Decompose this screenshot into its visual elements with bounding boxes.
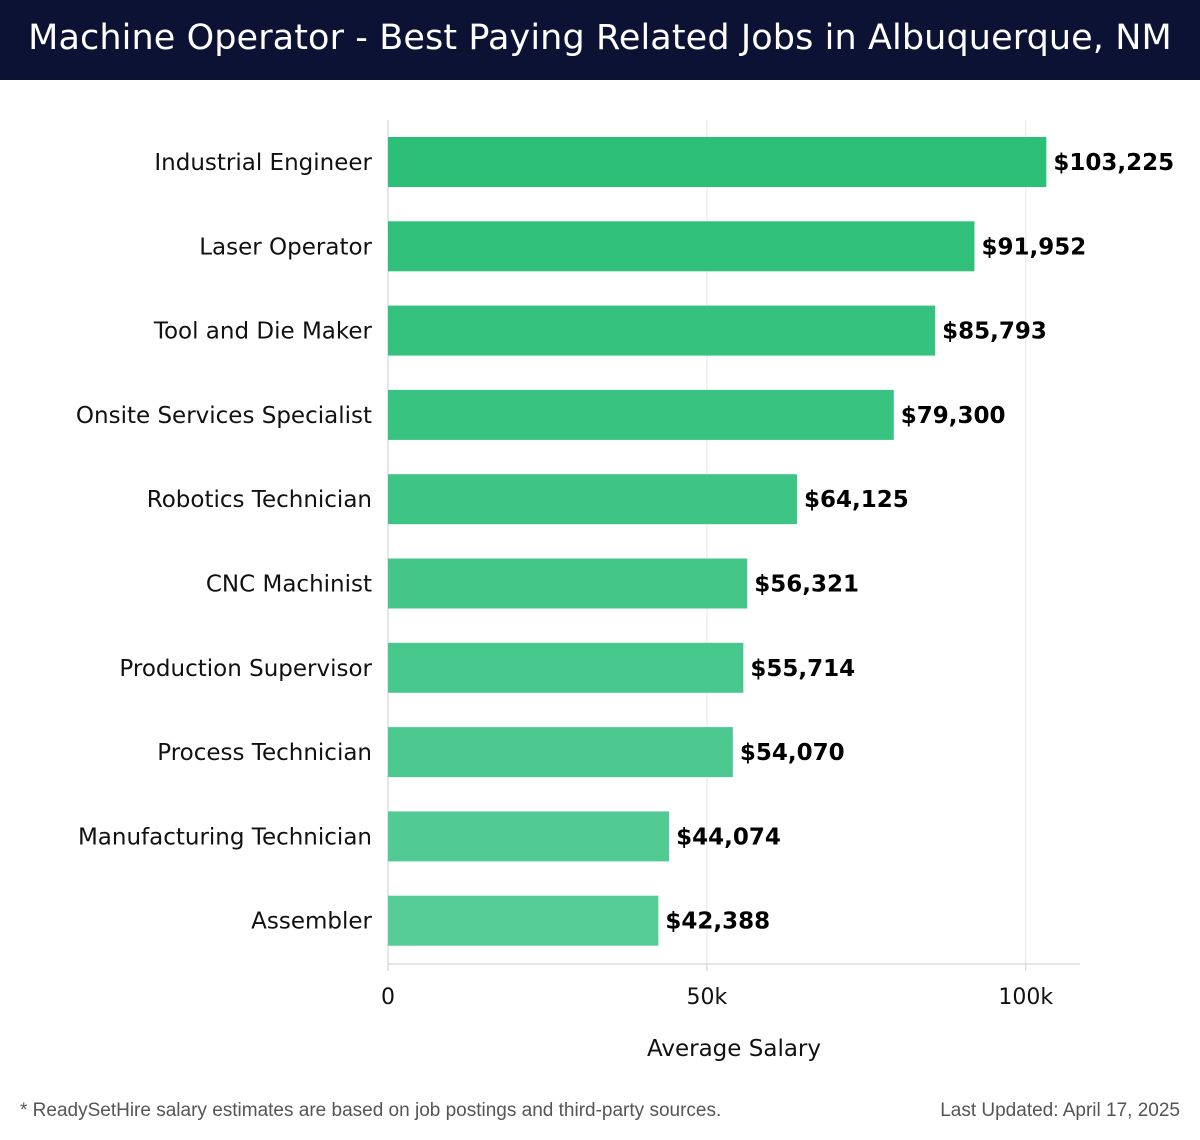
bar	[388, 642, 744, 693]
value-label: $85,793	[942, 319, 1047, 345]
value-label: $55,714	[750, 656, 855, 682]
bar	[388, 221, 975, 272]
value-label: $103,225	[1053, 150, 1174, 176]
category-label: Production Supervisor	[119, 656, 372, 682]
x-tick-label: 0	[381, 985, 395, 1010]
bar	[388, 558, 748, 609]
category-label: Industrial Engineer	[154, 150, 372, 176]
bar	[388, 895, 659, 946]
category-label: Tool and Die Maker	[153, 319, 373, 345]
category-label: Assembler	[251, 909, 372, 935]
bar	[388, 305, 936, 356]
last-updated: Last Updated: April 17, 2025	[940, 1100, 1180, 1121]
bar	[388, 811, 670, 862]
x-axis-label: Average Salary	[647, 1036, 821, 1062]
value-label: $91,952	[981, 234, 1086, 260]
value-label: $54,070	[740, 740, 845, 766]
category-label: Process Technician	[157, 740, 372, 766]
x-tick-label: 50k	[687, 985, 728, 1010]
category-label: Manufacturing Technician	[78, 824, 372, 850]
category-label: Robotics Technician	[147, 487, 372, 513]
value-label: $44,074	[676, 824, 781, 850]
x-tick-label: 100k	[998, 985, 1053, 1010]
value-label: $56,321	[754, 572, 859, 598]
bar	[388, 137, 1047, 187]
category-label: Laser Operator	[199, 234, 372, 260]
category-label: Onsite Services Specialist	[76, 403, 372, 429]
chart-title: Machine Operator - Best Paying Related J…	[28, 18, 1172, 58]
category-label: CNC Machinist	[206, 572, 372, 598]
header-bar: Machine Operator - Best Paying Related J…	[0, 0, 1200, 80]
bar	[388, 389, 894, 440]
value-label: $42,388	[665, 909, 770, 935]
value-label: $64,125	[804, 487, 909, 513]
bar	[388, 474, 797, 525]
value-label: $79,300	[901, 403, 1006, 429]
footer-note: * ReadySetHire salary estimates are base…	[20, 1100, 722, 1121]
bar	[388, 727, 733, 778]
